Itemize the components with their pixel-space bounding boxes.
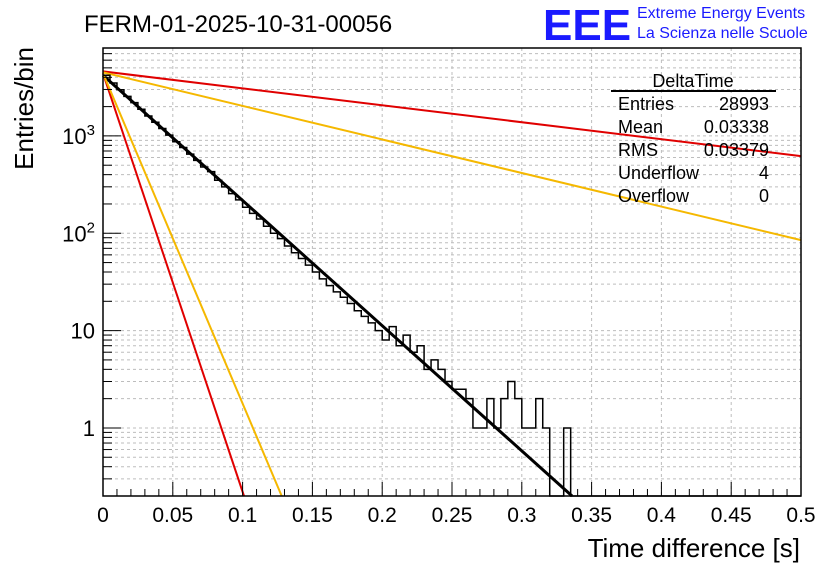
y-tick-label: 10 <box>71 319 95 344</box>
x-tick-label: 0.1 <box>228 504 257 527</box>
x-tick-label: 0.45 <box>711 504 752 527</box>
x-tick-label: 0.5 <box>786 504 815 527</box>
curve-orange-shallow <box>102 71 802 242</box>
y-tick-label: 1 <box>83 416 95 441</box>
stats-value: 4 <box>759 163 769 183</box>
x-tick-label: 0.15 <box>292 504 333 527</box>
logo-line-1: Extreme Energy Events <box>637 5 805 22</box>
stats-value: 28993 <box>719 94 769 114</box>
axis-ticks <box>102 47 802 497</box>
x-tick-label: 0.3 <box>507 504 536 527</box>
logo-line-2: La Scienza nelle Scuole <box>637 25 808 42</box>
x-tick-label: 0.35 <box>571 504 612 527</box>
stats-value: 0.03338 <box>704 117 769 137</box>
curve-orange-steep <box>102 72 283 497</box>
x-tick-label: 0 <box>97 504 109 527</box>
stats-label: Overflow <box>618 186 690 206</box>
stats-label: Entries <box>618 94 674 114</box>
stats-box: DeltaTime Entries 28993 Mean 0.03338 RMS 0.03… <box>611 71 776 206</box>
stats-label: Mean <box>618 117 663 137</box>
tick-labels: 0 0.05 0.1 0.15 0.2 0.25 0.3 0.35 0.4 0.45 0.5 1 10 1… <box>62 122 815 527</box>
fit-curves <box>101 70 802 498</box>
stats-value: 0.03379 <box>704 140 769 160</box>
x-tick-label: 0.4 <box>647 504 677 527</box>
stats-label: Underflow <box>618 163 700 183</box>
curve-red-shallow <box>102 70 802 158</box>
stats-value: 0 <box>759 186 769 206</box>
y-tick-label: 103 <box>62 122 95 149</box>
x-tick-label: 0.25 <box>432 504 473 527</box>
x-axis-title: Time difference [s] <box>588 533 800 563</box>
eee-logo: EEE <box>543 1 631 50</box>
stats-title: DeltaTime <box>652 71 733 91</box>
x-tick-label: 0.05 <box>152 504 193 527</box>
curve-red-steep <box>102 72 245 497</box>
run-title: FERM-01-2025-10-31-00056 <box>84 11 392 38</box>
x-tick-label: 0.2 <box>368 504 397 527</box>
stats-label: RMS <box>618 140 658 160</box>
y-tick-label: 102 <box>62 219 95 246</box>
y-axis-title: Entries/bin <box>9 47 39 170</box>
stats-rows: Entries 28993 Mean 0.03338 RMS 0.03379Underfl… <box>618 94 769 206</box>
